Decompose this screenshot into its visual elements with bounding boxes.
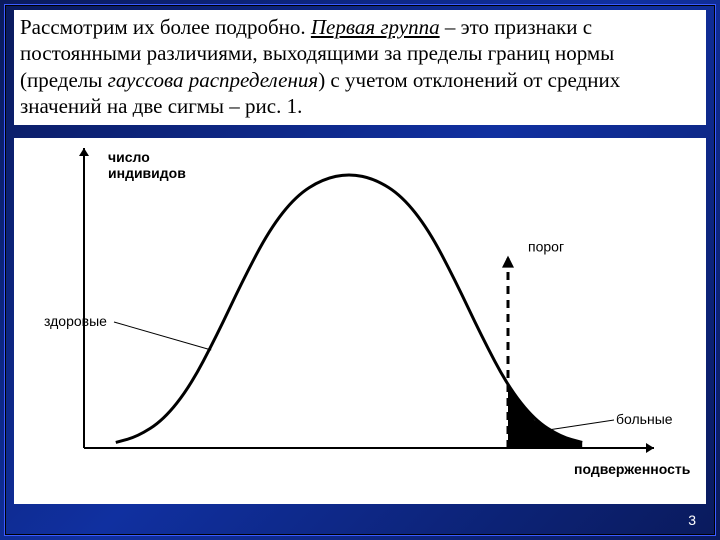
paragraph: Рассмотрим их более подробно. Первая гру… [14,10,706,125]
y-axis-label-2: индивидов [108,165,186,181]
gaussian-chart: числоиндивидов подверженность здоровые поро… [14,138,706,504]
label-threshold: порог [528,239,564,255]
x-axis-label: подверженность [574,461,691,477]
para-dist: гауссова распределения [108,68,319,92]
label-sick: больные [616,411,673,427]
para-group: Первая группа [311,15,440,39]
y-axis-label-1: число [108,149,150,165]
chart-bg [14,138,706,504]
page-number: 3 [688,512,696,528]
label-healthy: здоровые [44,313,107,329]
para-pre: Рассмотрим их более подробно. [20,15,311,39]
chart-area: числоиндивидов подверженность здоровые поро… [14,138,706,504]
